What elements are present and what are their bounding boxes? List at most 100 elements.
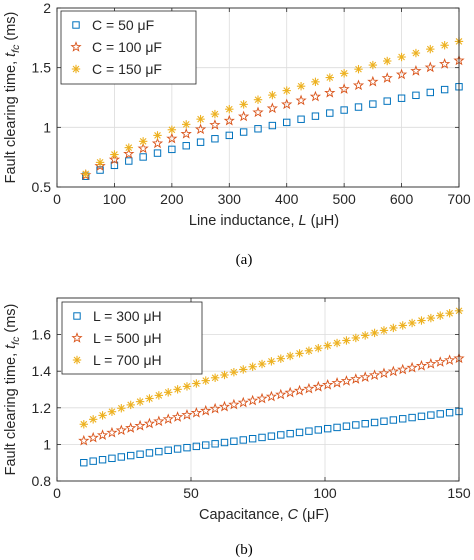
asterisk-stroke — [398, 53, 405, 61]
legend-marker — [73, 312, 81, 320]
asterisk-stroke — [89, 415, 97, 423]
data-point — [412, 91, 420, 100]
data-point — [304, 346, 314, 355]
x-axis-label-text: Line inductance, — [189, 213, 299, 229]
asterisk-stroke — [340, 69, 348, 77]
data-point — [354, 103, 363, 111]
x-axis-label-unit: (μF) — [298, 507, 329, 523]
legend-marker — [71, 332, 83, 343]
data-point — [379, 326, 389, 335]
asterisk-stroke — [383, 57, 391, 65]
data-point — [408, 413, 416, 422]
data-point — [297, 115, 305, 123]
data-point — [139, 153, 147, 161]
data-point — [406, 361, 418, 373]
data-point — [268, 90, 277, 100]
data-point — [444, 354, 456, 366]
data-point — [326, 109, 334, 117]
data-point — [239, 436, 247, 444]
asterisk-stroke — [211, 374, 219, 382]
asterisk-stroke — [174, 385, 181, 393]
asterisk-stroke — [412, 49, 420, 57]
data-point — [182, 120, 191, 129]
x-axis-label: Line inductance, L (μH) — [189, 213, 339, 229]
data-point — [323, 341, 332, 350]
data-point — [426, 44, 435, 54]
data-point — [311, 112, 320, 120]
data-point — [339, 69, 349, 78]
data-point — [361, 420, 369, 428]
data-point — [153, 415, 165, 427]
data-point — [211, 440, 219, 448]
data-point — [338, 83, 350, 94]
data-point — [424, 61, 436, 73]
asterisk-stroke — [136, 398, 144, 406]
data-point — [96, 429, 109, 440]
data-point — [369, 100, 377, 108]
data-point — [108, 153, 121, 165]
data-point — [440, 41, 449, 50]
data-point — [89, 457, 97, 465]
data-point — [225, 131, 233, 140]
data-point — [325, 73, 334, 82]
series-2 — [78, 352, 465, 446]
data-point — [145, 449, 154, 457]
data-point — [383, 56, 392, 66]
data-point — [171, 411, 184, 422]
data-point — [381, 72, 393, 83]
series-2 — [80, 54, 465, 180]
x-tick-label: 200 — [160, 191, 184, 207]
y-tick-label: 1.6 — [32, 327, 52, 343]
data-point — [389, 323, 398, 333]
asterisk-stroke — [211, 110, 219, 118]
series-3 — [81, 37, 464, 179]
x-axis-label-text: Capacitance, — [199, 507, 288, 523]
data-point — [182, 142, 190, 150]
data-point — [354, 64, 363, 74]
data-point — [340, 106, 348, 114]
asterisk-stroke — [314, 344, 322, 352]
y-tick-label: 2 — [43, 0, 51, 16]
x-tick-label: 700 — [447, 191, 471, 207]
data-point — [303, 382, 315, 394]
data-point — [125, 157, 133, 165]
data-point — [295, 94, 307, 106]
data-point — [209, 119, 221, 130]
data-point — [107, 407, 117, 416]
asterisk-stroke — [73, 356, 81, 364]
data-point — [223, 114, 235, 126]
asterisk-stroke — [221, 371, 228, 379]
asterisk-stroke — [183, 383, 191, 390]
caption-b: (b) — [235, 542, 253, 558]
data-point — [342, 422, 351, 430]
data-point — [323, 424, 332, 433]
data-point — [201, 376, 210, 385]
asterisk-stroke — [268, 91, 276, 99]
data-point — [192, 442, 201, 451]
data-point — [426, 313, 436, 323]
data-point — [167, 125, 177, 134]
data-point — [368, 60, 378, 70]
asterisk-stroke — [193, 380, 200, 387]
data-point — [138, 137, 148, 146]
data-point — [164, 446, 172, 454]
data-point — [407, 318, 417, 328]
data-point — [351, 333, 361, 343]
data-point — [332, 338, 342, 348]
data-point — [95, 158, 105, 167]
data-point — [136, 450, 144, 458]
data-point — [196, 114, 205, 124]
asterisk-stroke — [446, 309, 453, 317]
asterisk-stroke — [230, 368, 238, 376]
data-point — [238, 110, 250, 122]
axes-frame — [56, 297, 460, 482]
data-point — [285, 351, 295, 361]
asterisk-stroke — [125, 144, 133, 152]
data-point — [436, 311, 445, 320]
asterisk-stroke — [380, 327, 388, 334]
asterisk-stroke — [326, 74, 334, 81]
data-point — [387, 365, 399, 377]
data-point — [173, 445, 182, 453]
data-point — [209, 402, 221, 414]
data-point — [397, 52, 406, 62]
